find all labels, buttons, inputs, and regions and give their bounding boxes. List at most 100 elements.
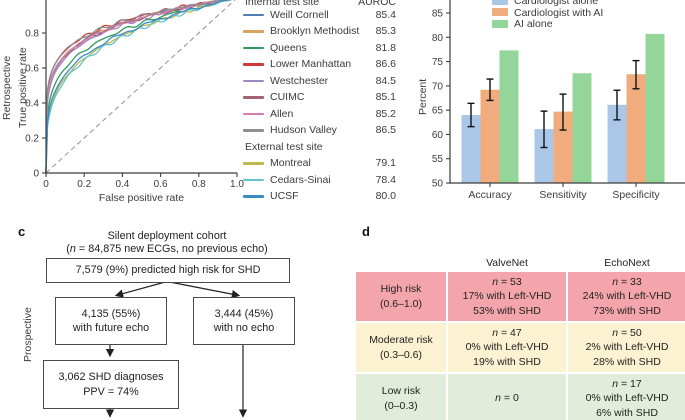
svg-text:60: 60: [432, 130, 444, 141]
legend-auroc-value: 80.0: [375, 190, 396, 203]
row2-label-line1: Moderate risk: [369, 334, 433, 347]
box-future-echo-line1: 4,135 (55%): [81, 307, 141, 320]
table-cell: n = 33 24% with Left-VHD 73% with SHD: [568, 272, 685, 321]
legend-auroc-value: 85.2: [375, 107, 396, 120]
legend-auroc-value: 81.8: [375, 41, 396, 54]
table-header-valvenet: ValveNet: [486, 257, 528, 269]
legend-site-name: Montreal: [270, 157, 311, 170]
cell-line: n = 0: [495, 392, 519, 405]
bar-legend-label: Cardiologist with AI: [514, 6, 604, 19]
legend-site-name: UCSF: [270, 190, 299, 203]
roc-chart: 0 0.2 0.4 0.6 0.8 0 0.2 0.4 0.6 0.8 1.0: [25, 0, 244, 190]
legend-internal-header: Internal test site: [245, 0, 320, 8]
svg-text:65: 65: [432, 106, 444, 117]
legend-line-swatch: [243, 112, 264, 116]
legend-item: Cedars-Sinai 78.4: [237, 172, 400, 189]
legend-line-swatch: [243, 30, 264, 33]
legend-auroc-value: 84.5: [375, 74, 396, 87]
table-cell: n = 0: [448, 374, 566, 420]
svg-text:0.8: 0.8: [25, 29, 39, 40]
cell-line: 0% with Left-VHD: [465, 341, 549, 354]
legend-line-swatch: [243, 63, 264, 66]
flowchart-side-label: Prospective: [22, 307, 34, 363]
row3-label-line1: Low risk: [381, 385, 421, 398]
row3-label-line2: (0–0.3): [384, 399, 418, 412]
svg-text:85: 85: [432, 9, 444, 20]
legend-site-name: Cedars-Sinai: [270, 173, 331, 186]
legend-external-header-row: External test site: [237, 139, 400, 156]
table-cell: n = 53 17% with Left-VHD 53% with SHD: [448, 272, 566, 321]
legend-item: Lower Manhattan 86.6: [237, 56, 400, 73]
legend-line-swatch: [243, 195, 264, 198]
row2-label-line2: (0.3–0.6): [379, 348, 423, 361]
svg-text:Accuracy: Accuracy: [468, 189, 512, 201]
svg-text:75: 75: [432, 57, 444, 68]
legend-site-name: Weill Cornell: [270, 8, 329, 21]
bar-legend-item: Cardiologist alone: [492, 0, 682, 7]
flowchart-box-high-risk: 7,579 (9%) predicted high risk for SHD: [46, 258, 290, 283]
svg-text:70: 70: [432, 81, 444, 92]
flowchart-box-high-risk-text: 7,579 (9%) predicted high risk for SHD: [75, 264, 261, 277]
legend-site-name: Westchester: [270, 74, 329, 87]
legend-site-name: Hudson Valley: [270, 124, 337, 137]
bar-legend-swatch: [492, 0, 508, 5]
svg-text:0.4: 0.4: [25, 99, 39, 110]
svg-text:0.6: 0.6: [154, 179, 168, 190]
box-future-echo-line2: with future echo: [72, 322, 150, 334]
svg-text:50: 50: [432, 179, 444, 190]
bar-legend-label: AI alone: [514, 18, 553, 30]
roc-y-axis-label: True positive rate: [17, 47, 29, 129]
svg-text:0: 0: [33, 169, 39, 180]
cell-line: 24% with Left-VHD: [582, 290, 672, 303]
legend-item: Allen 85.2: [237, 106, 400, 123]
panel-bars: 50 55 60 65 70 75 80 85 Accuracy Sensitivity Speci…: [390, 0, 685, 212]
table-cell: n = 47 0% with Left-VHD 19% with SHD: [448, 323, 566, 372]
legend-auroc-value: 86.5: [375, 124, 396, 137]
legend-auroc-header: AUROC: [358, 0, 396, 8]
bar-legend-label: Cardiologist alone: [514, 0, 599, 7]
bar-legend-item: Cardiologist with AI: [492, 7, 682, 19]
flowchart-title-line1: Silent deployment cohort: [107, 230, 227, 242]
legend-auroc-value: 86.6: [375, 58, 396, 71]
cell-line: n = 53: [492, 276, 522, 289]
flowchart-box-no-echo: 3,444 (45%) with no echo: [193, 297, 295, 345]
legend-line-swatch: [243, 162, 264, 165]
cell-line: 17% with Left-VHD: [462, 290, 552, 303]
roc-x-axis-label: False positive rate: [98, 192, 185, 204]
panel-flowchart: c Prospective Silent deployment cohort (…: [0, 210, 342, 420]
cell-line: 28% with SHD: [593, 355, 661, 368]
table-cell: n = 17 0% with Left-VHD 6% with SHD: [568, 374, 685, 420]
table-row-label: Moderate risk (0.3–0.6): [356, 323, 446, 372]
legend-item: CUIMC 85.1: [237, 89, 400, 106]
legend-auroc-value: 79.1: [375, 157, 396, 170]
svg-text:Sensitivity: Sensitivity: [539, 189, 587, 201]
legend-auroc-value: 85.4: [375, 8, 396, 21]
cell-line: n = 17: [612, 378, 642, 391]
cell-line: 53% with SHD: [473, 304, 541, 317]
legend-item: Westchester 84.5: [237, 73, 400, 90]
table-header-echonext: EchoNext: [604, 257, 650, 269]
box-no-echo-line1: 3,444 (45%): [214, 307, 274, 320]
legend-auroc-value: 85.3: [375, 25, 396, 38]
bar-y-axis-label: Percent: [417, 78, 429, 116]
legend-item: Hudson Valley 86.5: [237, 122, 400, 139]
legend-line-swatch: [243, 46, 264, 50]
legend-site-name: Queens: [270, 41, 307, 54]
svg-text:0.2: 0.2: [25, 134, 39, 145]
panel-risk-table: d ValveNet EchoNext High risk (0.6–1.0) …: [342, 210, 685, 420]
legend-site-name: Lower Manhattan: [270, 58, 352, 71]
flowchart-box-shd-diagnoses: 3,062 SHD diagnoses PPV = 74%: [43, 360, 179, 409]
svg-text:0.4: 0.4: [115, 179, 129, 190]
legend-site-name: Allen: [270, 107, 294, 120]
bar-legend-swatch: [492, 8, 508, 16]
flowchart-box-future-echo: 4,135 (55%) with future echo: [55, 297, 167, 345]
legend-item: Weill Cornell 85.4: [237, 7, 400, 24]
panel-d-label: d: [362, 224, 370, 239]
panel-c-label: c: [18, 224, 26, 239]
svg-text:0.6: 0.6: [25, 64, 39, 75]
legend-item: Montreal 79.1: [237, 155, 400, 172]
cell-line: 0% with Left-VHD: [585, 392, 669, 405]
cell-line: n = 50: [612, 327, 642, 340]
legend-line-swatch: [243, 79, 264, 83]
